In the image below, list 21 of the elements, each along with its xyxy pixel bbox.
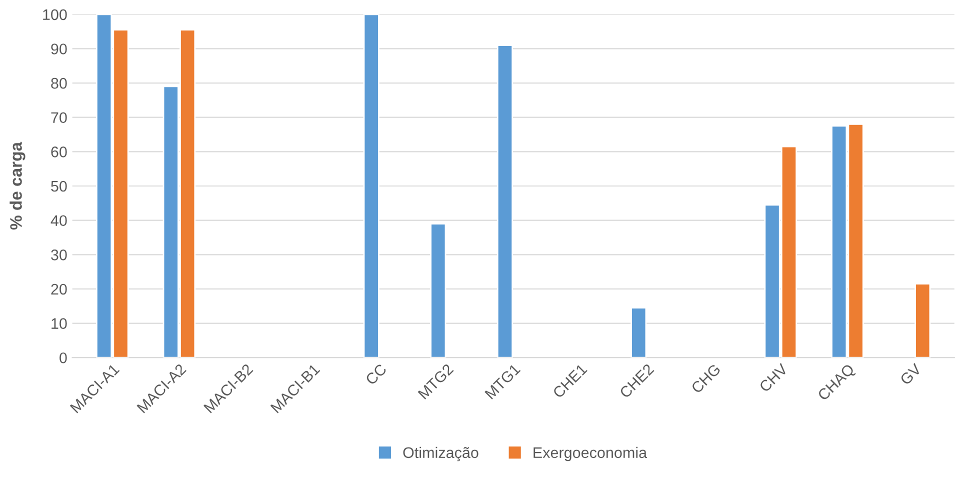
y-tick-label: 20 <box>51 284 67 295</box>
bar <box>496 44 514 358</box>
y-tick-label: 40 <box>50 215 67 226</box>
bar <box>914 283 931 358</box>
y-tick-label: 10 <box>52 318 67 329</box>
y-tick-label: 30 <box>51 250 67 260</box>
x-tick-label: CC <box>364 363 388 386</box>
y-tick-label: 60 <box>51 146 67 158</box>
y-tick-label: 80 <box>51 78 67 89</box>
y-tick-label: 100 <box>43 9 67 20</box>
y-tick-label: 50 <box>51 180 67 192</box>
bar <box>363 14 380 358</box>
bar <box>430 223 446 358</box>
legend-label: Otimização <box>403 446 478 462</box>
legend-label: Exergoeconomia <box>534 446 648 462</box>
y-tick-label: 90 <box>51 44 67 54</box>
bar <box>630 307 647 358</box>
y-axis-title: % de carga <box>10 142 26 230</box>
y-tick-label: 70 <box>51 112 67 124</box>
x-tick-label: GV <box>899 362 922 386</box>
y-tick-label: 0 <box>60 352 67 364</box>
